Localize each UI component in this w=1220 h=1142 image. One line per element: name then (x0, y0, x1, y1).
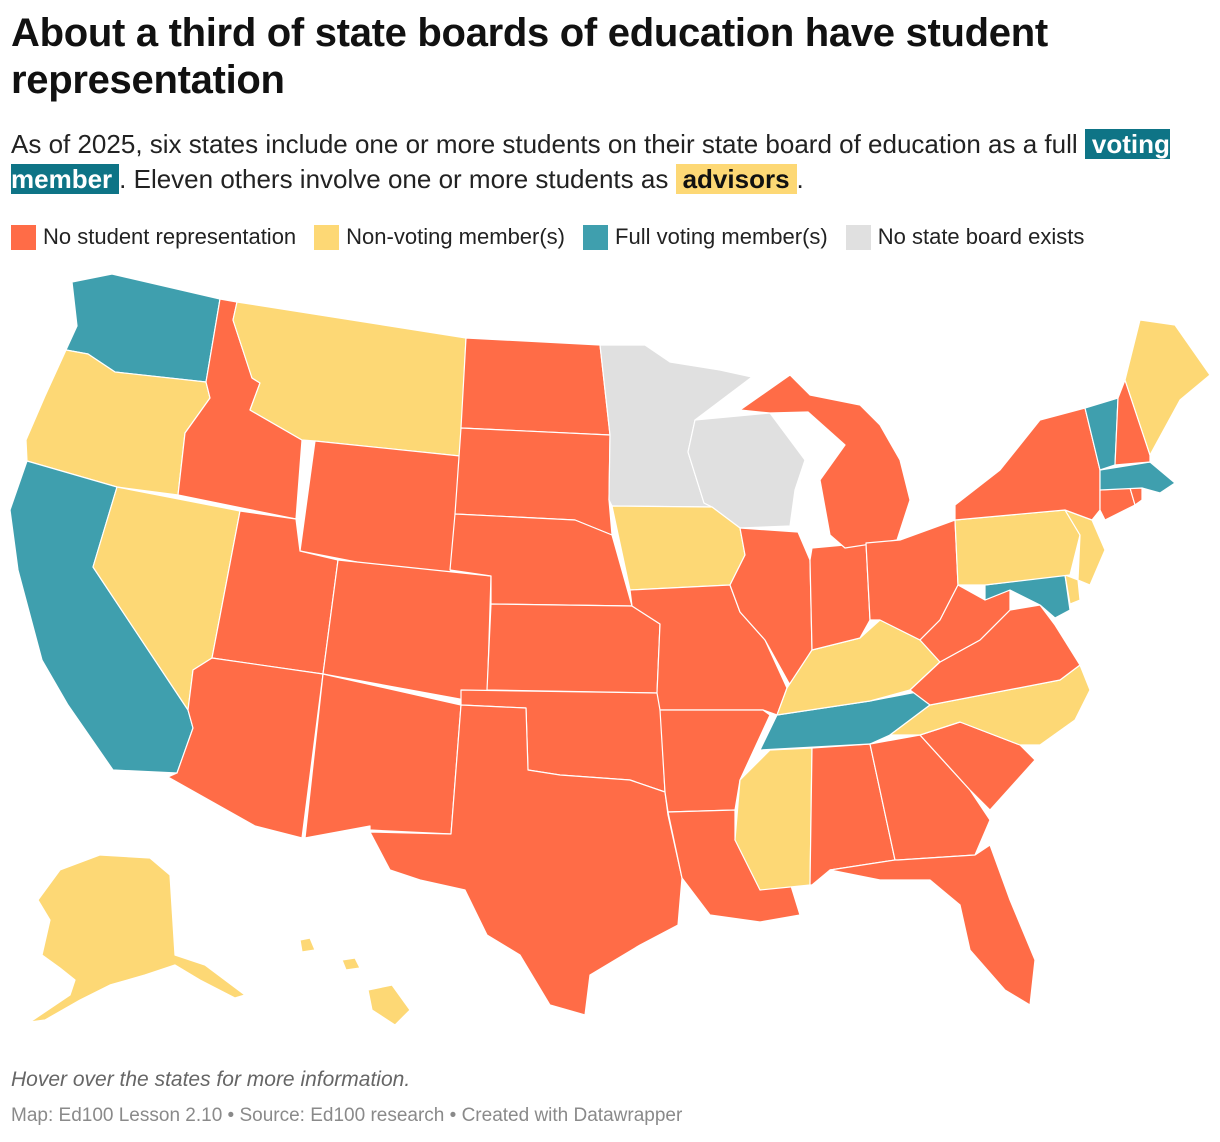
legend-item-non-voting: Non-voting member(s) (314, 224, 565, 250)
legend-swatch-none (11, 224, 36, 250)
legend-swatch-voting (583, 224, 609, 250)
state-alaska[interactable] (29, 854, 246, 1023)
legend-item-no-board: No state board exists (845, 224, 1085, 250)
advisors-highlight: advisors (675, 164, 797, 194)
state-illinois[interactable] (729, 527, 813, 686)
state-north-dakota[interactable] (460, 337, 611, 436)
state-wisconsin[interactable] (687, 412, 806, 529)
state-connecticut[interactable] (1099, 487, 1136, 521)
legend-label: Non-voting member(s) (346, 224, 566, 249)
state-iowa[interactable] (611, 505, 746, 591)
state-new-york[interactable] (954, 407, 1101, 521)
state-kansas[interactable] (486, 603, 661, 694)
description-text: As of 2025, six states include one or mo… (11, 129, 1085, 159)
state-new-hampshire[interactable] (1114, 379, 1151, 466)
hover-hint: Hover over the states for more informati… (11, 1068, 411, 1091)
legend-item-voting: Full voting member(s) (583, 224, 828, 250)
legend-swatch-non-voting (314, 224, 340, 250)
chart-title: About a third of state boards of educati… (11, 11, 1048, 102)
legend: No student representation Non-voting mem… (11, 222, 1102, 252)
description-text: . (796, 164, 804, 194)
us-states-map (9, 273, 1211, 1026)
state-new-mexico[interactable] (304, 673, 462, 839)
legend-label: Full voting member(s) (615, 224, 828, 249)
legend-label: No state board exists (877, 224, 1085, 249)
legend-swatch-no-board (845, 224, 871, 250)
state-hawaii[interactable] (299, 937, 411, 1026)
state-delaware[interactable] (1064, 574, 1081, 605)
legend-item-none: No student representation (11, 224, 296, 250)
state-florida[interactable] (829, 844, 1036, 1006)
state-indiana[interactable] (809, 542, 871, 651)
chart-description: As of 2025, six states include one or mo… (11, 127, 1206, 197)
state-arkansas[interactable] (659, 709, 771, 813)
state-louisiana[interactable] (667, 809, 801, 923)
state-maine[interactable] (1124, 319, 1211, 456)
legend-label: No student representation (43, 224, 297, 249)
state-pennsylvania[interactable] (954, 509, 1081, 586)
state-arizona[interactable] (167, 657, 324, 839)
source-credit: Map: Ed100 Lesson 2.10 • Source: Ed100 r… (11, 1105, 683, 1126)
description-text: . Eleven others involve one or more stud… (119, 164, 676, 194)
state-texas[interactable] (369, 704, 683, 1016)
